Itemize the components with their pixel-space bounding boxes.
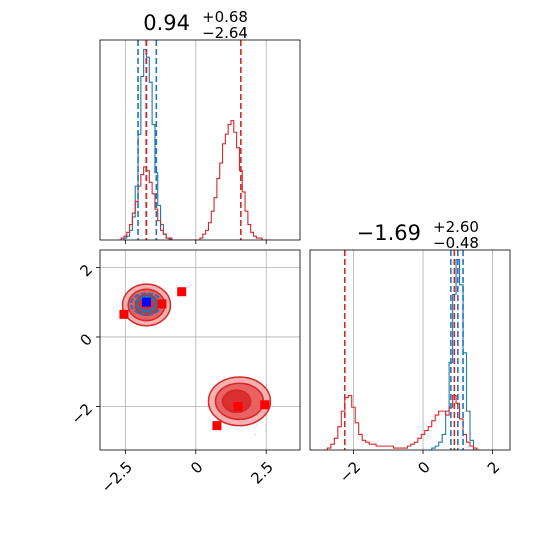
hist-y-blue-histogram [428, 258, 477, 450]
scatter-plot-area [119, 283, 272, 436]
title-y-value: −1.69 [357, 221, 421, 245]
sample-point [254, 433, 257, 436]
red-marker-4 [212, 421, 222, 431]
title-x: 0.94 +0.68 −2.64 [143, 8, 248, 42]
scatter-contour-panel: −2.5 0 2.5 −2 0 2 [68, 249, 301, 497]
blue-marker-0 [141, 297, 151, 307]
scatter-ytick-label-2: 2 [77, 261, 96, 280]
title-x-plus: +0.68 [202, 8, 248, 26]
scatter-frame [99, 249, 301, 451]
hist-y-plot-area [323, 250, 481, 450]
hist-x-plot-area [118, 40, 271, 240]
title-x-value: 0.94 [143, 11, 190, 35]
scatter-xtick-label-2: 2.5 [247, 458, 277, 488]
scatter-ytick-label-0: −2 [68, 400, 96, 428]
hist-y-red-histogram [323, 395, 481, 450]
scatter-xtick-label-1: 0 [187, 458, 206, 477]
title-y-plus: +2.60 [433, 218, 479, 236]
hist-y-tick-label-1: 0 [414, 458, 433, 477]
title-y-minus: −0.48 [433, 234, 479, 252]
title-x-minus: −2.64 [202, 24, 248, 42]
sample-point [264, 424, 267, 426]
hist-y-tick-label-0: −2 [336, 458, 364, 486]
hist-x-frame [99, 39, 301, 241]
histogram-x-panel [99, 39, 301, 244]
scatter-xtick-label-0: −2.5 [98, 458, 136, 496]
red-marker-0 [119, 309, 129, 319]
red-contour-5 [221, 389, 252, 414]
red-marker-1 [177, 287, 187, 297]
blue-contour-1 [135, 295, 158, 313]
scatter-ytick-label-1: 0 [77, 330, 96, 349]
red-marker-2 [233, 402, 243, 412]
hist-y-tick-label-2: 2 [484, 458, 503, 477]
histogram-y-panel: −2 0 2 [309, 249, 511, 486]
hist-y-frame [309, 249, 511, 451]
title-y: −1.69 +2.60 −0.48 [357, 218, 479, 252]
sample-point [255, 423, 258, 425]
red-marker-3 [260, 400, 270, 410]
hist-x-blue-histogram [121, 48, 175, 240]
red-marker-5 [157, 299, 167, 309]
hist-x-red-histogram [118, 120, 271, 240]
